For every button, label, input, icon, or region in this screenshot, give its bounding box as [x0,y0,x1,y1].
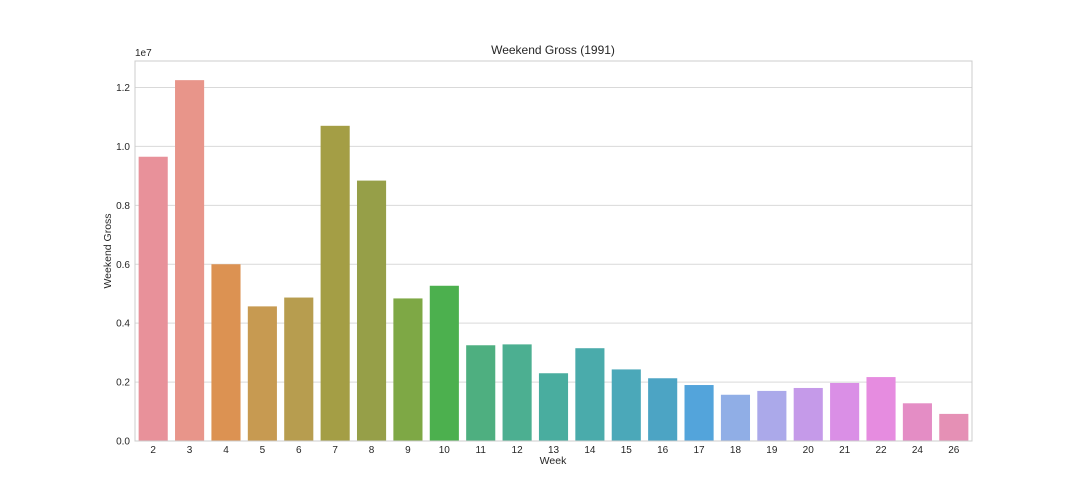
y-axis-label: Weekend Gross [102,213,114,288]
x-tick-label: 21 [839,445,851,456]
x-tick-label: 14 [584,445,596,456]
bar-week-24 [902,403,932,441]
x-axis-label: Week [540,455,567,467]
y-tick-label: 0.8 [116,201,130,212]
bar-week-5 [247,306,277,441]
bar-week-22 [866,377,896,441]
bar-week-4 [211,264,241,441]
bar-week-9 [393,298,423,441]
chart-title: Weekend Gross (1991) [491,43,615,57]
x-tick-label: 8 [369,445,375,456]
bar-week-18 [720,394,751,441]
bar-week-17 [684,385,714,441]
y-tick-label: 0.2 [116,378,130,389]
bar-week-20 [793,387,823,441]
x-tick-label: 4 [223,445,229,456]
bar-week-16 [648,378,678,441]
bar-week-7 [320,125,350,441]
y-axis-offset-label: 1e7 [135,48,152,59]
x-tick-label: 19 [766,445,778,456]
x-tick-label: 7 [332,445,338,456]
x-tick-label: 12 [512,445,524,456]
bar-week-10 [429,285,459,441]
y-tick-label: 0.4 [116,319,130,330]
bar-week-13 [538,373,569,441]
y-tick-label: 1.2 [116,83,130,94]
x-tick-label: 24 [912,445,924,456]
bar-week-8 [356,180,387,441]
x-tick-label: 15 [621,445,633,456]
x-tick-labels: 2 3 4 5 6 7 8 9 10 11 12 13 14 15 16 17 18 19 20 21 22 24 26 [150,445,959,456]
bars [138,80,969,442]
x-tick-label: 18 [730,445,742,456]
y-tick-label: 0.0 [116,437,130,448]
bar-week-6 [284,297,314,441]
bar-week-12 [502,344,532,441]
x-tick-label: 13 [548,445,560,456]
x-tick-label: 17 [694,445,706,456]
bar-week-19 [757,390,787,441]
bar-week-3 [175,80,205,442]
x-tick-label: 6 [296,445,302,456]
x-tick-label: 2 [150,445,156,456]
bar-week-11 [466,345,496,441]
bar-week-26 [939,413,969,441]
bar-week-14 [575,348,605,441]
x-tick-label: 20 [803,445,815,456]
x-tick-label: 22 [875,445,887,456]
x-tick-label: 16 [657,445,669,456]
y-tick-label: 1.0 [116,142,130,153]
x-tick-label: 11 [476,445,487,456]
y-tick-labels: 0.0 0.2 0.4 0.6 0.8 1.0 1.2 [116,83,130,447]
x-tick-label: 26 [948,445,960,456]
bar-week-2 [138,156,168,441]
bar-week-21 [830,382,860,441]
x-tick-label: 9 [405,445,411,456]
x-tick-label: 3 [187,445,193,456]
plot-frame [134,60,973,442]
bar-week-15 [611,369,641,441]
y-tick-label: 0.6 [116,260,130,271]
x-tick-label: 5 [260,445,266,456]
x-tick-label: 10 [439,445,451,456]
